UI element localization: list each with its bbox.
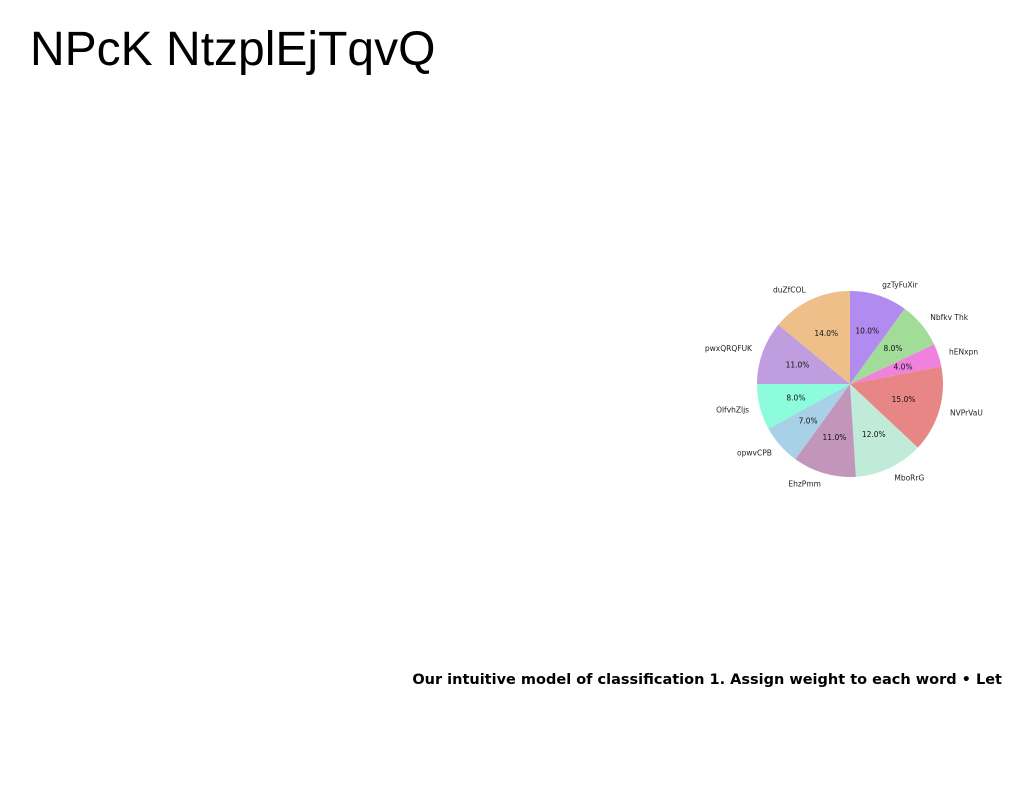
pie-slice-category-label: hENxpn: [949, 347, 978, 356]
pie-slice-category-label: OlfvhZljs: [716, 405, 749, 414]
pie-slices: [757, 291, 943, 477]
pie-slice-category-label: NVPrVaU: [950, 409, 983, 418]
pie-slice: [850, 344, 942, 384]
pie-chart: 10.0% 8.0% 4.0% 15.0% 12.0% 11.0% 7.0% 8.0% 11.0…: [705, 280, 983, 488]
pie-slice-category-label: duZfCOL: [773, 285, 806, 294]
pie-slice: [850, 291, 905, 384]
pie-slice: [850, 384, 918, 477]
pie-slice-category-label: gzTyFuXir: [882, 280, 918, 289]
pie-slice-percent-label: 8.0%: [883, 344, 902, 353]
pie-slice: [778, 291, 850, 384]
pie-slice-percent-label: 4.0%: [894, 362, 913, 371]
pie-slice: [850, 308, 935, 384]
pie-slice-percent-label: 7.0%: [799, 416, 818, 425]
pie-slice: [768, 384, 850, 460]
pie-slice-percent-label: 14.0%: [814, 329, 838, 338]
pie-slice-percent-label: 11.0%: [823, 433, 847, 442]
pie-category-labels: gzTyFuXir Nbfkv Thk hENxpn NVPrVaU MboRrG Ehz…: [705, 280, 983, 488]
pie-slice-category-label: MboRrG: [894, 474, 924, 483]
pie-pct-labels: 10.0% 8.0% 4.0% 15.0% 12.0% 11.0% 7.0% 8.0% 11.0…: [786, 326, 916, 442]
pie-slice-percent-label: 12.0%: [862, 430, 886, 439]
pie-slice-percent-label: 8.0%: [786, 393, 805, 402]
pie-slice-category-label: EhzPmm: [788, 480, 821, 489]
page-title: NPcK NtzplEjTqvQ: [30, 23, 436, 76]
pie-slice: [795, 384, 856, 477]
caption-text: Our intuitive model of classification 1.…: [412, 672, 1002, 688]
pie-slice: [757, 384, 850, 429]
pie-slice: [757, 324, 850, 384]
pie-slice-percent-label: 15.0%: [892, 395, 916, 404]
pie-slice-percent-label: 11.0%: [786, 361, 810, 370]
pie-slice-category-label: pwxQRQFUK: [705, 344, 753, 353]
pie-slice: [850, 366, 943, 448]
pie-slice-category-label: Nbfkv Thk: [930, 313, 969, 322]
pie-slice-percent-label: 10.0%: [855, 326, 879, 335]
pie-slice-category-label: opwvCPB: [737, 448, 772, 457]
